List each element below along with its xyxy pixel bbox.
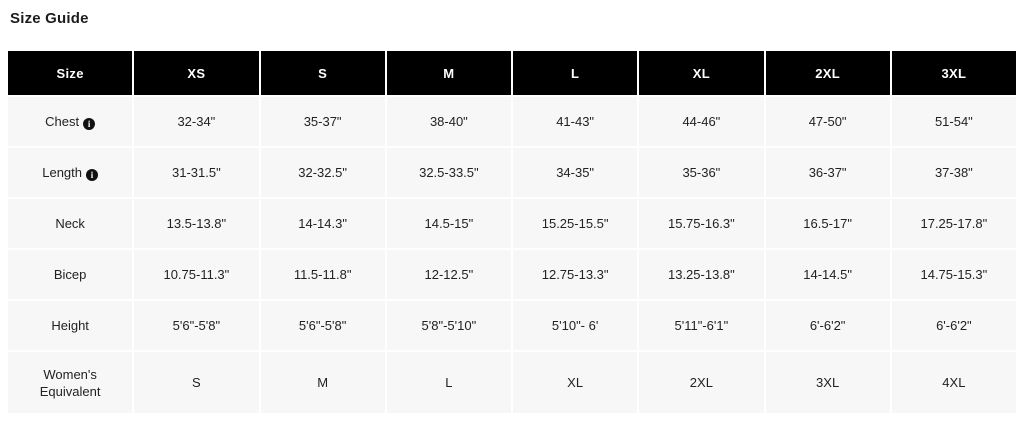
cell-bicep-s: 11.5-11.8" [260, 250, 385, 299]
cell-bicep-xs: 10.75-11.3" [134, 250, 259, 299]
cell-neck-xs: 13.5-13.8" [134, 199, 259, 248]
cell-length-xl: 35-36" [639, 148, 764, 197]
cell-chest-xl: 44-46" [639, 97, 764, 146]
row-label-women-s-equivalent: Women's Equivalent [8, 352, 133, 413]
cell-bicep-xl: 13.25-13.8" [639, 250, 764, 299]
cell-neck-3xl: 17.25-17.8" [891, 199, 1016, 248]
cell-chest-l: 41-43" [513, 97, 638, 146]
cell-neck-l: 15.25-15.5" [513, 199, 638, 248]
page-title: Size Guide [10, 10, 89, 27]
table-row-length: Length i 31-31.5" 32-32.5" 32.5-33.5" 34-35" 3… [8, 148, 1016, 197]
column-header-size: Size [8, 51, 133, 95]
cell-height-2xl: 6'-6'2" [765, 301, 890, 350]
cell-length-xs: 31-31.5" [134, 148, 259, 197]
cell-women-s-equivalent-m: L [386, 352, 511, 413]
table-row-height: Height 5'6"-5'8" 5'6"-5'8" 5'8"-5'10" 5'10"-… [8, 301, 1016, 350]
cell-bicep-2xl: 14-14.5" [765, 250, 890, 299]
column-header-2xl: 2XL [765, 51, 890, 95]
cell-height-xl: 5'11"-6'1" [639, 301, 764, 350]
column-header-m: M [386, 51, 511, 95]
cell-chest-m: 38-40" [386, 97, 511, 146]
column-header-xs: XS [134, 51, 259, 95]
row-label-text: Length [42, 165, 82, 180]
cell-chest-3xl: 51-54" [891, 97, 1016, 146]
cell-women-s-equivalent-2xl: 3XL [765, 352, 890, 413]
table-row-chest: Chest i 32-34" 35-37" 38-40" 41-43" 44-46" 47-5… [8, 97, 1016, 146]
info-icon[interactable]: i [83, 118, 96, 130]
row-label-text: Neck [55, 216, 85, 231]
cell-neck-xl: 15.75-16.3" [639, 199, 764, 248]
cell-height-s: 5'6"-5'8" [260, 301, 385, 350]
cell-chest-xs: 32-34" [134, 97, 259, 146]
row-label-chest: Chest i [8, 97, 133, 146]
cell-height-l: 5'10"- 6' [513, 301, 638, 350]
cell-length-m: 32.5-33.5" [386, 148, 511, 197]
column-header-xl: XL [639, 51, 764, 95]
cell-chest-2xl: 47-50" [765, 97, 890, 146]
header-row: Size XS S M L XL 2XL 3XL [8, 51, 1016, 95]
row-label-length: Length i [8, 148, 133, 197]
cell-women-s-equivalent-l: XL [513, 352, 638, 413]
info-icon[interactable]: i [86, 169, 98, 181]
column-header-l: L [513, 51, 638, 95]
cell-height-m: 5'8"-5'10" [386, 301, 511, 350]
cell-height-3xl: 6'-6'2" [891, 301, 1016, 350]
size-guide-table: Size XS S M L XL 2XL 3XL Chest i 32-34" 35-37" 38-4… [6, 49, 1018, 415]
cell-height-xs: 5'6"-5'8" [134, 301, 259, 350]
cell-chest-s: 35-37" [260, 97, 385, 146]
row-label-text: Bicep [53, 267, 87, 282]
row-label-height: Height [8, 301, 133, 350]
table-row-bicep: Bicep 10.75-11.3" 11.5-11.8" 12-12.5" 12.75-… [8, 250, 1016, 299]
cell-neck-s: 14-14.3" [260, 199, 385, 248]
column-header-3xl: 3XL [891, 51, 1016, 95]
row-label-text: Women's Equivalent [39, 366, 101, 399]
column-header-s: S [260, 51, 385, 95]
cell-length-s: 32-32.5" [260, 148, 385, 197]
row-label-text: Height [51, 318, 89, 333]
cell-bicep-3xl: 14.75-15.3" [891, 250, 1016, 299]
cell-neck-2xl: 16.5-17" [765, 199, 890, 248]
cell-women-s-equivalent-s: M [260, 352, 385, 413]
table-body: Chest i 32-34" 35-37" 38-40" 41-43" 44-46" 47-5… [8, 97, 1016, 413]
cell-women-s-equivalent-xl: 2XL [639, 352, 764, 413]
row-label-text: Chest [45, 114, 80, 129]
cell-women-s-equivalent-xs: S [134, 352, 259, 413]
cell-women-s-equivalent-3xl: 4XL [891, 352, 1016, 413]
cell-bicep-l: 12.75-13.3" [513, 250, 638, 299]
cell-length-3xl: 37-38" [891, 148, 1016, 197]
cell-bicep-m: 12-12.5" [386, 250, 511, 299]
cell-length-2xl: 36-37" [765, 148, 890, 197]
cell-neck-m: 14.5-15" [386, 199, 511, 248]
table-row-neck: Neck 13.5-13.8" 14-14.3" 14.5-15" 15.25-15.5… [8, 199, 1016, 248]
row-label-neck: Neck [8, 199, 133, 248]
table-header: Size XS S M L XL 2XL 3XL [8, 51, 1016, 95]
table-row-women-s-equivalent: Women's Equivalent S M L XL 2XL 3XL 4XL [8, 352, 1016, 413]
cell-length-l: 34-35" [513, 148, 638, 197]
row-label-bicep: Bicep [8, 250, 133, 299]
